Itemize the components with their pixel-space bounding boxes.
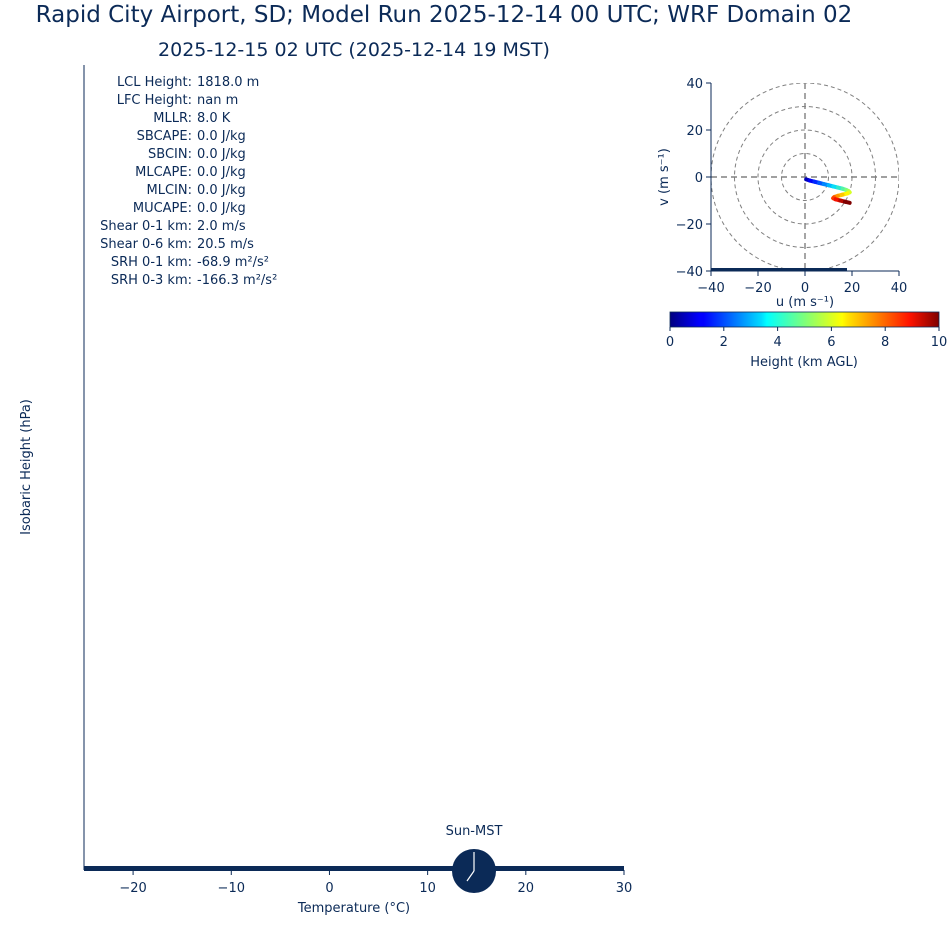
hodograph-trace — [804, 177, 852, 205]
colorbar-label: Height (km AGL) — [750, 355, 858, 370]
x-tick-label: −20 — [119, 881, 146, 896]
stat-label: MUCAPE: — [133, 201, 192, 216]
stat-value: 20.5 m/s — [197, 237, 254, 252]
stat-value: 2.0 m/s — [197, 219, 246, 234]
sun-clock: Sun-MST — [446, 824, 503, 893]
sun-label: Sun-MST — [446, 824, 503, 839]
hodo-x-label: u (m s⁻¹) — [776, 295, 834, 310]
stat-value: -68.9 m²/s² — [197, 255, 269, 270]
hodo-x-tick-label: 0 — [801, 281, 809, 296]
colorbar-tick-label: 8 — [881, 335, 889, 350]
hodo-ground-bar — [711, 268, 847, 271]
stat-value: 0.0 J/kg — [197, 129, 246, 144]
y-axis-label: Isobaric Height (hPa) — [19, 399, 34, 535]
hodo-x-tick-label: −20 — [744, 281, 771, 296]
stat-label: LCL Height: — [117, 75, 192, 90]
sun-clock-hand-short — [466, 870, 475, 882]
hodograph-rings — [711, 83, 899, 271]
stat-label: LFC Height: — [117, 93, 192, 108]
colorbar-tick-label: 6 — [827, 335, 835, 350]
stat-label: MLLR: — [153, 111, 192, 126]
x-tick-label: 20 — [518, 881, 535, 896]
chart-subtitle: 2025-12-15 02 UTC (2025-12-14 19 MST) — [158, 39, 550, 61]
colorbar-tick-label: 0 — [666, 335, 674, 350]
stat-label: SBCIN: — [148, 147, 192, 162]
x-tick-label: 0 — [325, 881, 333, 896]
ground-bar — [84, 866, 624, 871]
stat-value: 1818.0 m — [197, 75, 259, 90]
colorbar: 0 2 4 6 8 10 Height (km AGL) — [666, 311, 947, 370]
stat-label: Shear 0-1 km: — [100, 219, 192, 234]
stat-value: 0.0 J/kg — [197, 183, 246, 198]
hodo-y-tick-label: 0 — [695, 171, 703, 186]
stat-value: 0.0 J/kg — [197, 147, 246, 162]
stat-value: nan m — [197, 93, 238, 108]
colorbar-tick-label: 10 — [931, 335, 948, 350]
hodo-y-tick-label: 40 — [686, 77, 703, 92]
skewt-plot: 1002003004005006007008009001000−20−10010… — [83, 65, 633, 896]
x-tick-label: 30 — [616, 881, 633, 896]
hodo-y-label: v (m s⁻¹) — [657, 148, 672, 206]
x-axis-label: Temperature (°C) — [297, 901, 410, 916]
colorbar-tick-label: 4 — [773, 335, 781, 350]
hodo-y-tick-label: −20 — [676, 218, 703, 233]
stat-value: -166.3 m²/s² — [197, 273, 277, 288]
hodo-y-tick-label: −40 — [676, 265, 703, 280]
hodo-x-tick-label: 20 — [844, 281, 861, 296]
hodo-x-tick-label: 40 — [891, 281, 908, 296]
hodo-segment — [842, 199, 852, 205]
hodo-y-tick-label: 20 — [686, 124, 703, 139]
stat-value: 0.0 J/kg — [197, 201, 246, 216]
colorbar-ticks: 0 2 4 6 8 10 — [666, 327, 947, 350]
sounding-stats: LCL Height: 1818.0 m LFC Height: nan m MLLR:… — [100, 75, 277, 288]
stat-label: SBCAPE: — [137, 129, 192, 144]
colorbar-gradient — [669, 311, 940, 328]
stat-label: SRH 0-1 km: — [111, 255, 192, 270]
chart-title: Rapid City Airport, SD; Model Run 2025-1… — [36, 2, 853, 28]
colorbar-tick-label: 2 — [720, 335, 728, 350]
stat-label: Shear 0-6 km: — [100, 237, 192, 252]
stat-value: 8.0 K — [197, 111, 231, 126]
hodograph-axes: −40 −20 0 20 40 40 20 0 −20 −40 — [676, 77, 908, 296]
hodo-x-tick-label: −40 — [697, 281, 724, 296]
stat-label: SRH 0-3 km: — [111, 273, 192, 288]
hodograph: −40 −20 0 20 40 40 20 0 −20 −40 — [676, 77, 908, 296]
stat-label: MLCIN: — [147, 183, 192, 198]
skewt-axes: 1002003004005006007008009001000−20−10010… — [83, 65, 633, 896]
stat-label: MLCAPE: — [135, 165, 192, 180]
x-tick-label: 10 — [419, 881, 436, 896]
stat-value: 0.0 J/kg — [197, 165, 246, 180]
x-tick-label: −10 — [218, 881, 245, 896]
